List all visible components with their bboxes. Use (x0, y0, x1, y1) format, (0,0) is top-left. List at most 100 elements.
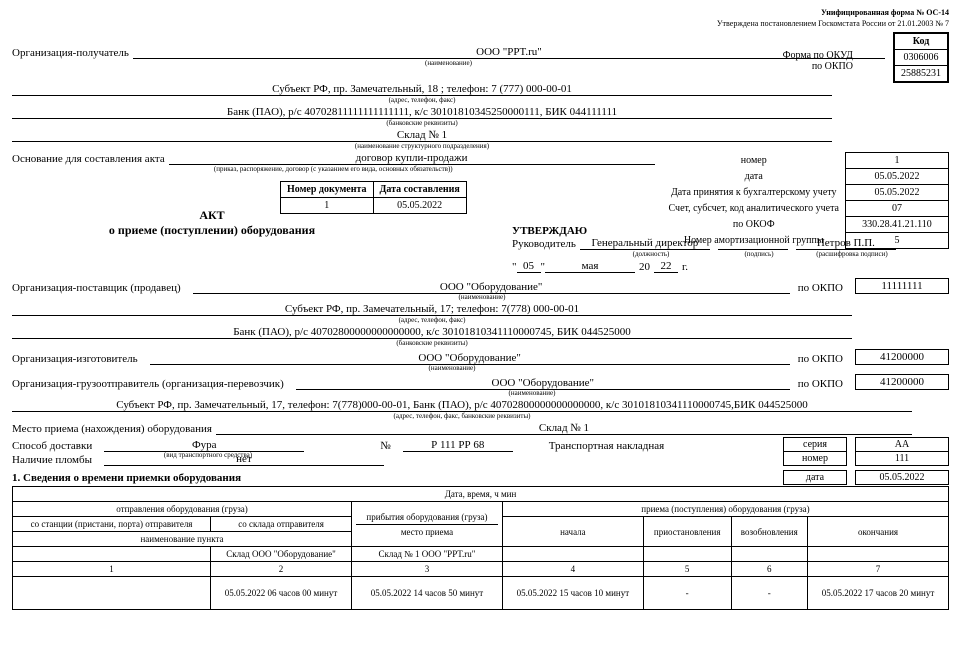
v2: 05.05.2022 06 часов 00 минут (211, 577, 352, 610)
series-value: АА (855, 437, 949, 452)
v3: 05.05.2022 14 часов 50 минут (352, 577, 503, 610)
supplier-address: Субъект РФ, пр. Замечательный, 17; телеф… (12, 303, 852, 316)
supplier-bank-note: (банковские реквизиты) (12, 339, 852, 347)
form-number: Унифицированная форма № ОС-14 (12, 8, 949, 17)
seal-value: нет (104, 453, 384, 466)
shipper-okpo-label: по ОКПО (798, 378, 847, 390)
approve-year-suffix: г. (678, 261, 688, 273)
okud-label: Форма по ОКУД (783, 50, 853, 61)
doc-date-col: Дата составления (373, 182, 466, 198)
org-recipient-note: (наименование) (12, 59, 885, 67)
ref-data-value: 05.05.2022 (846, 169, 949, 185)
okpo-label: по ОКПО (783, 61, 853, 72)
ref-account-label: Счет, субсчет, код аналитического учета (663, 201, 846, 217)
okpo-value: 25885231 (894, 66, 948, 83)
ref-accept-label: Дата принятия к бухгалтерскому учету (663, 185, 846, 201)
approve-title: УТВЕРЖДАЮ (512, 225, 949, 237)
doc-number-table: Номер документа Дата составления 1 05.05… (280, 181, 467, 214)
approve-year: 22 (654, 260, 678, 273)
delivery-num-label: № (380, 440, 395, 452)
waybill-num-value: 111 (855, 451, 949, 466)
th-place-text: место приема (356, 524, 498, 537)
doc-num-col: Номер документа (281, 182, 374, 198)
approve-position: Генеральный директор (580, 237, 710, 250)
section1-title: 1. Сведения о времени приемки оборудован… (12, 472, 775, 484)
ref-nomer-label: номер (663, 153, 846, 169)
n4: 4 (502, 562, 643, 577)
n6: 6 (731, 562, 808, 577)
th-start: начала (502, 517, 643, 547)
recipient-bank: Банк (ПАО), р/с 40702811111111111111, к/… (12, 106, 832, 119)
td-point-place: Склад № 1 ООО "PPT.ru" (352, 547, 503, 562)
approve-name-note: (расшифровка подписи) (802, 250, 902, 258)
doc-date-val: 05.05.2022 (373, 198, 466, 214)
recipient-address-note: (адрес, телефон, факс) (12, 96, 832, 104)
th-station: со станции (пристани, порта) отправителя (13, 517, 211, 532)
supplier-address-note: (адрес, телефон, факс) (12, 316, 852, 324)
okud-value: 0306006 (894, 50, 948, 66)
supplier-bank: Банк (ПАО), р/с 40702800000000000000, к/… (12, 326, 852, 339)
approved-by: Утверждена постановлением Госкомстата Ро… (12, 19, 949, 28)
org-recipient-label: Организация-получатель (12, 47, 133, 59)
location-value: Склад № 1 (216, 422, 912, 435)
supplier-label: Организация-поставщик (продавец) (12, 282, 185, 294)
approve-sign-note: (подпись) (724, 250, 794, 258)
th-top: Дата, время, ч мин (13, 487, 949, 502)
location-label: Место приема (нахождения) оборудования (12, 423, 216, 435)
manufacturer-note: (наименование) (12, 364, 732, 372)
delivery-num-value: Р 111 РР 68 (403, 439, 513, 452)
recipient-unit: Склад № 1 (12, 129, 832, 142)
shipper-label: Организация-грузоотправитель (организаци… (12, 378, 288, 390)
th-depart: отправления оборудования (груза) (13, 502, 352, 517)
ref-accept-value: 05.05.2022 (846, 185, 949, 201)
approve-sign (718, 237, 788, 250)
approve-day: 05 (517, 260, 541, 273)
shipper-note: (наименование) (12, 389, 732, 397)
approve-leader-label: Руководитель (512, 238, 580, 250)
org-recipient-value: ООО "PPT.ru" (133, 46, 885, 59)
waybill-num-label-cell: номер (783, 451, 847, 466)
recipient-bank-note: (банковские реквизиты) (12, 119, 832, 127)
time-table: Дата, время, ч мин отправления оборудова… (12, 486, 949, 610)
v6: - (731, 577, 808, 610)
shipper-details: Субъект РФ, пр. Замечательный, 17, телеф… (12, 399, 912, 412)
v4: 05.05.2022 15 часов 10 минут (502, 577, 643, 610)
basis-label: Основание для составления акта (12, 153, 169, 165)
waybill-date-label-cell: дата (783, 470, 847, 485)
v7: 05.05.2022 17 часов 20 минут (808, 577, 949, 610)
basis-value: договор купли-продажи (169, 152, 655, 165)
n5: 5 (643, 562, 731, 577)
th-arrive: прибытия оборудования (груза) место прие… (352, 502, 503, 547)
supplier-okpo-label: по ОКПО (798, 282, 847, 294)
codes-table-top: Код 0306006 25885231 (893, 32, 949, 83)
th-arrive-text: прибытия оборудования (груза) (356, 512, 498, 522)
th-resume: возобновления (731, 517, 808, 547)
n3: 3 (352, 562, 503, 577)
ref-account-value: 07 (846, 201, 949, 217)
waybill-date-value: 05.05.2022 (855, 470, 949, 485)
v1 (13, 577, 211, 610)
th-pause: приостановления (643, 517, 731, 547)
th-accept: приема (поступления) оборудования (груза… (502, 502, 948, 517)
n7: 7 (808, 562, 949, 577)
th-end: окончания (808, 517, 949, 547)
th-warehouse: со склада отправителя (211, 517, 352, 532)
waybill-label: Транспортная накладная (549, 440, 669, 452)
basis-note: (приказ, распоряжение, договор (с указан… (12, 165, 655, 173)
approve-month: мая (545, 260, 635, 273)
td-point-blank (13, 547, 211, 562)
doc-num-val: 1 (281, 198, 374, 214)
manufacturer-label: Организация-изготовитель (12, 353, 142, 365)
supplier-note: (наименование) (12, 293, 732, 301)
shipper-details-note: (адрес, телефон, факс, банковские реквиз… (12, 412, 912, 420)
th-point: наименование пункта (13, 532, 352, 547)
kod-header: Код (894, 33, 948, 50)
delivery-label: Способ доставки (12, 440, 96, 452)
seal-label: Наличие пломбы (12, 454, 96, 466)
approve-name: Петров П.П. (796, 237, 896, 250)
v5: - (643, 577, 731, 610)
n1: 1 (13, 562, 211, 577)
td-point-ware: Склад ООО "Оборудование" (211, 547, 352, 562)
approve-position-note: (должность) (586, 250, 716, 258)
series-label-cell: серия (783, 437, 847, 452)
